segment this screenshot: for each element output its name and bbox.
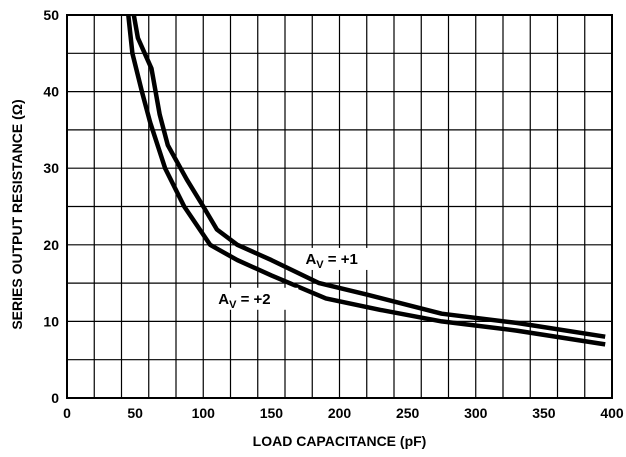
series-label-background: [301, 247, 386, 270]
y-tick-label: 40: [43, 84, 59, 100]
y-tick-label: 10: [43, 313, 59, 329]
x-tick-label: 0: [63, 405, 71, 421]
x-axis-label: LOAD CAPACITANCE (pF): [253, 433, 427, 449]
y-tick-label: 20: [43, 237, 59, 253]
y-tick-label: 0: [51, 390, 59, 406]
x-tick-label: 350: [532, 405, 556, 421]
y-tick-label: 50: [43, 7, 59, 23]
series-label-1: AV = +1: [305, 251, 357, 271]
x-tick-label: 250: [396, 405, 420, 421]
y-tick-label: 30: [43, 160, 59, 176]
series-line-1: [131, 14, 606, 339]
x-tick-label: 100: [192, 405, 216, 421]
y-tick-labels: 0 10 20 30 40 50: [43, 7, 59, 406]
series-label-2: AV = +2: [218, 291, 270, 311]
x-tick-labels: 0 50 100 150 200 250 300 350 400: [63, 405, 624, 421]
series-annotations: AV = +1 AV = +2: [214, 247, 386, 311]
plot-frame: [66, 14, 613, 399]
grid: [67, 15, 612, 398]
x-tick-label: 150: [260, 405, 284, 421]
x-tick-label: 400: [600, 405, 624, 421]
series-line-2: [126, 14, 606, 347]
series-label-background: [214, 287, 299, 310]
y-axis-label: SERIES OUTPUT RESISTANCE (Ω): [9, 99, 25, 329]
x-tick-label: 300: [464, 405, 488, 421]
x-tick-label: 50: [127, 405, 143, 421]
x-tick-label: 200: [328, 405, 352, 421]
series-lines: [126, 14, 606, 347]
